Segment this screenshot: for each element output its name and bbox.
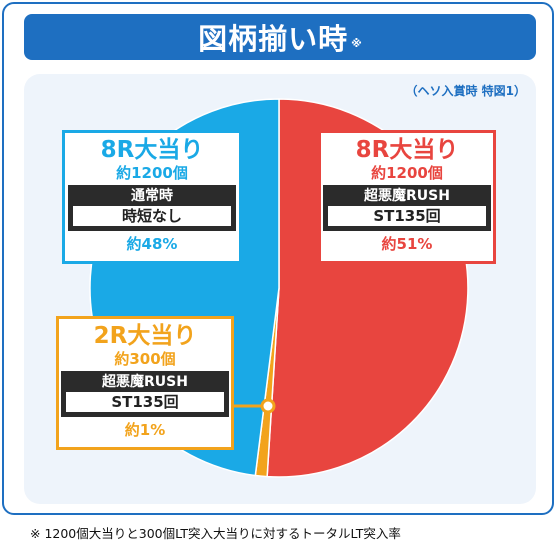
callout-percent: 約48% (126, 235, 178, 253)
callout-headline: 8R大当り (355, 137, 459, 163)
callout-tag-body: ST135回 (328, 206, 486, 226)
callout-sub: 約1200個 (116, 164, 188, 182)
callout-headline: 2R大当り (93, 323, 197, 349)
callout-tag-title: 超悪魔RUSH (102, 374, 188, 390)
callout-tag: 通常時 時短なし (68, 185, 236, 231)
chart-caption: （ヘソ入賞時 特図1） (405, 84, 526, 98)
page-title: 図柄揃い時 (198, 22, 349, 56)
callout-tag-body: 時短なし (73, 206, 231, 226)
callout-headline: 8R大当り (100, 137, 204, 163)
callout-8r-rush: 8R大当り 約1200個 超悪魔RUSH ST135回 約51% (318, 130, 496, 264)
title-bar: 図柄揃い時 ※ (24, 14, 536, 60)
callout-2r-rush: 2R大当り 約300個 超悪魔RUSH ST135回 約1% (56, 316, 234, 450)
callout-percent: 約1% (124, 421, 166, 439)
callout-tag-title: 通常時 (131, 188, 173, 204)
title-note-mark: ※ (351, 36, 362, 50)
orange-leader-dot (260, 398, 276, 414)
callout-tag-body: ST135回 (66, 392, 224, 412)
callout-sub: 約1200個 (371, 164, 443, 182)
callout-8r-normal: 8R大当り 約1200個 通常時 時短なし 約48% (62, 130, 242, 264)
footnote: ※ 1200個大当りと300個LT突入大当りに対するトータルLT突入率 (30, 526, 401, 541)
callout-tag: 超悪魔RUSH ST135回 (61, 371, 229, 417)
callout-percent: 約51% (381, 235, 433, 253)
callout-sub: 約300個 (114, 350, 176, 368)
callout-tag-title: 超悪魔RUSH (364, 188, 450, 204)
callout-tag: 超悪魔RUSH ST135回 (323, 185, 491, 231)
